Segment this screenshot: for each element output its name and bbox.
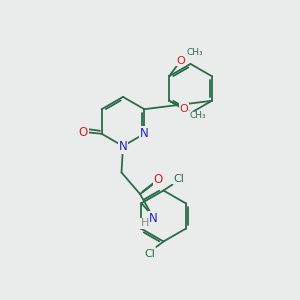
Text: O: O [154,172,163,186]
Text: Cl: Cl [144,249,155,259]
Text: O: O [79,126,88,139]
Text: CH₃: CH₃ [186,48,203,57]
Text: O: O [179,103,188,114]
Text: N: N [118,140,127,153]
Text: N: N [148,212,158,225]
Text: H: H [141,218,149,229]
Text: N: N [140,127,149,140]
Text: Cl: Cl [173,173,184,184]
Text: CH₃: CH₃ [189,111,206,120]
Text: O: O [176,56,185,66]
